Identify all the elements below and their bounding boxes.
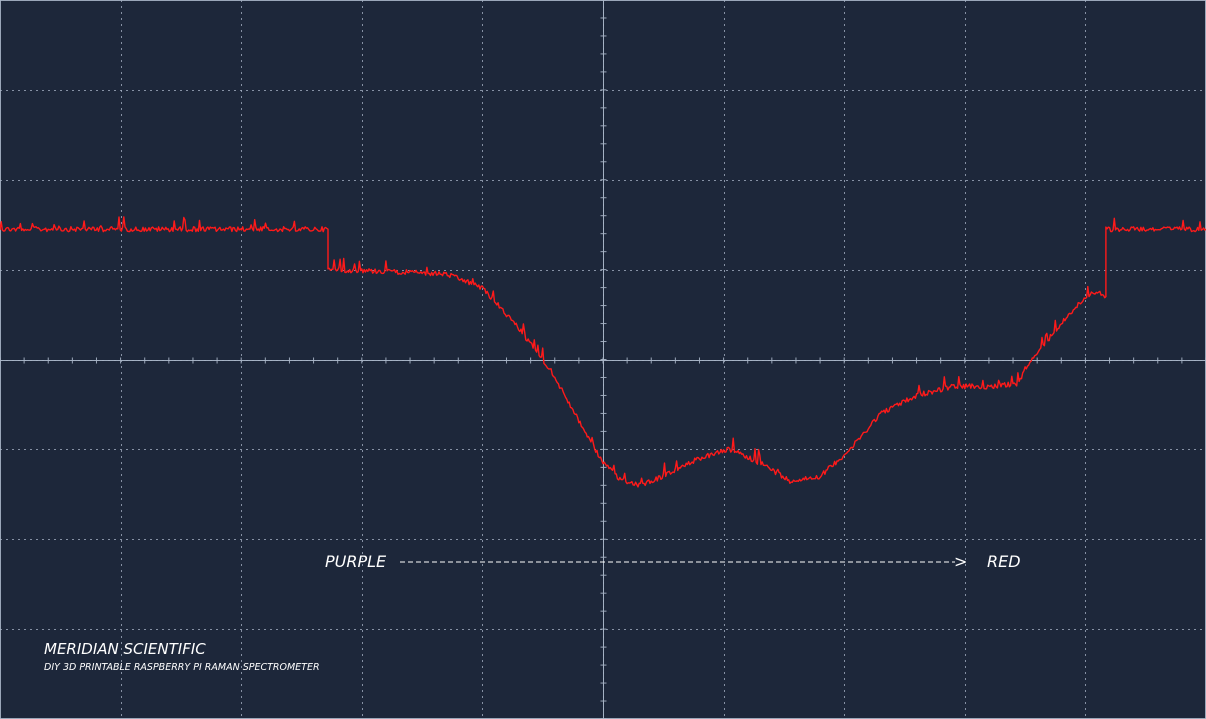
- annotation-red: RED: [987, 552, 1021, 571]
- annotation-arrowhead: >: [954, 552, 967, 571]
- brand-tagline: DIY 3D PRINTABLE RASPBERRY PI RAMAN SPEC…: [44, 662, 320, 673]
- spectrum-trace: [0, 216, 1206, 488]
- annotation-purple: PURPLE: [325, 552, 387, 571]
- brand-company: MERIDIAN SCIENTIFIC: [44, 640, 206, 658]
